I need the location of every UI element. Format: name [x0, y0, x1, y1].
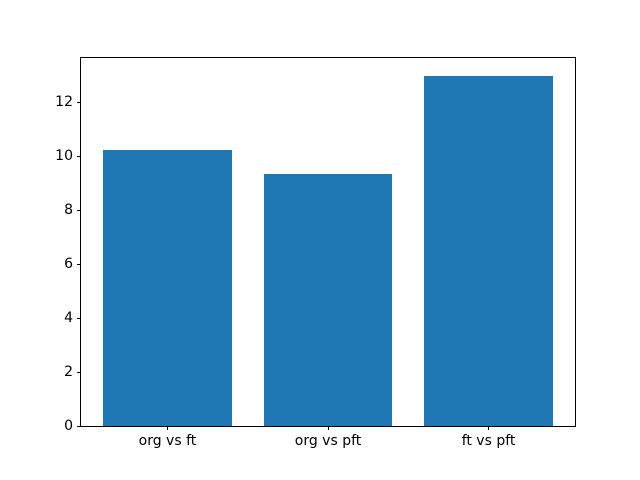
y-tick-label: 6: [64, 256, 73, 273]
y-tick-mark: [77, 263, 81, 265]
y-tick-label: 0: [64, 418, 73, 434]
x-tick-label: org vs ft: [138, 433, 197, 449]
y-tick-mark: [77, 317, 81, 319]
y-tick-mark: [77, 101, 81, 103]
y-tick-label: 2: [64, 364, 73, 381]
y-tick-mark: [77, 209, 81, 211]
plot-area: org vs ft org vs pft ft vs pft 0 2 4 6 8 10 12: [55, 57, 576, 448]
y-tick-mark: [77, 425, 81, 427]
x-tick-mark: [166, 426, 168, 430]
y-tick-mark: [77, 155, 81, 157]
bar-org-vs-pft: [263, 173, 393, 426]
y-tick-label: 8: [64, 202, 73, 219]
bar-org-vs-ft: [103, 149, 232, 426]
x-tick-label: ft vs pft: [461, 433, 516, 449]
bar-ft-vs-pft: [424, 75, 553, 426]
x-tick-mark: [488, 426, 490, 430]
y-tick-label: 12: [55, 94, 73, 111]
x-tick-mark: [327, 426, 329, 430]
y-tick-mark: [77, 371, 81, 373]
y-tick-label: 10: [55, 148, 73, 165]
x-tick-label: org vs pft: [294, 433, 362, 449]
y-tick-label: 4: [64, 310, 73, 327]
